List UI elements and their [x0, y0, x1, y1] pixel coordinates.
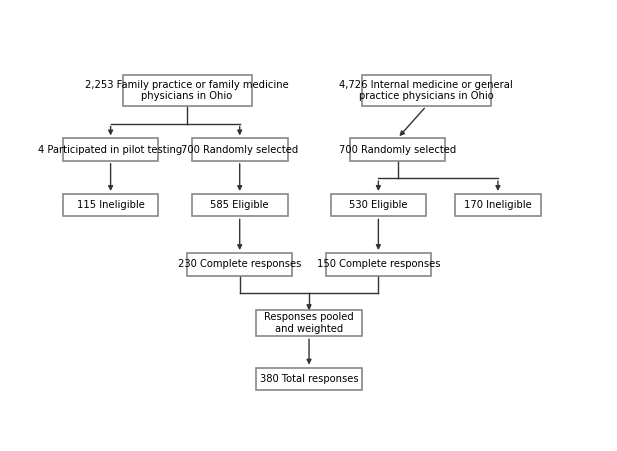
Text: 380 Total responses: 380 Total responses [260, 374, 358, 384]
FancyBboxPatch shape [257, 310, 362, 336]
FancyBboxPatch shape [63, 138, 159, 161]
FancyBboxPatch shape [326, 253, 431, 276]
Text: 700 Randomly selected: 700 Randomly selected [339, 145, 456, 155]
FancyBboxPatch shape [455, 194, 541, 216]
FancyBboxPatch shape [123, 75, 252, 106]
FancyBboxPatch shape [350, 138, 445, 161]
Text: 585 Eligible: 585 Eligible [210, 200, 269, 210]
Text: 4,726 Internal medicine or general
practice physicians in Ohio: 4,726 Internal medicine or general pract… [339, 80, 513, 101]
Text: 170 Ineligible: 170 Ineligible [464, 200, 532, 210]
FancyBboxPatch shape [362, 75, 491, 106]
FancyBboxPatch shape [192, 194, 288, 216]
Text: 115 Ineligible: 115 Ineligible [77, 200, 144, 210]
Text: 4 Participated in pilot testing: 4 Participated in pilot testing [38, 145, 183, 155]
Text: 530 Eligible: 530 Eligible [349, 200, 408, 210]
Text: Responses pooled
and weighted: Responses pooled and weighted [264, 313, 354, 334]
FancyBboxPatch shape [187, 253, 292, 276]
FancyBboxPatch shape [192, 138, 288, 161]
Text: 700 Randomly selected: 700 Randomly selected [181, 145, 299, 155]
Text: 2,253 Family practice or family medicine
physicians in Ohio: 2,253 Family practice or family medicine… [85, 80, 289, 101]
Text: 230 Complete responses: 230 Complete responses [178, 259, 301, 269]
FancyBboxPatch shape [257, 368, 362, 390]
FancyBboxPatch shape [331, 194, 426, 216]
FancyBboxPatch shape [63, 194, 159, 216]
Text: 150 Complete responses: 150 Complete responses [317, 259, 440, 269]
